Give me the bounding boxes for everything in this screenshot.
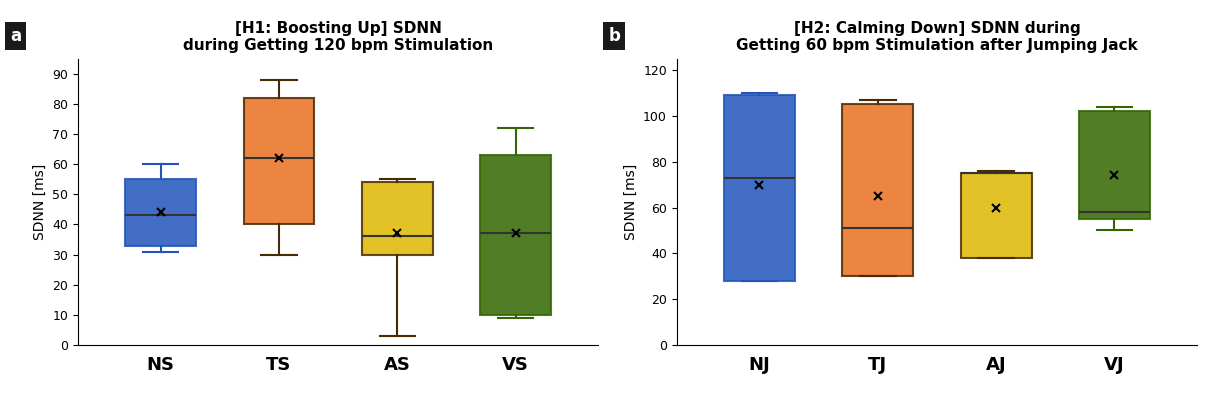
Title: [H2: Calming Down] SDNN during
Getting 60 bpm Stimulation after Jumping Jack: [H2: Calming Down] SDNN during Getting 6… <box>736 21 1138 53</box>
PathPatch shape <box>1079 111 1150 219</box>
PathPatch shape <box>843 104 914 276</box>
PathPatch shape <box>723 95 795 281</box>
PathPatch shape <box>125 179 196 246</box>
PathPatch shape <box>362 182 432 255</box>
PathPatch shape <box>480 155 551 315</box>
PathPatch shape <box>961 173 1032 258</box>
Text: a: a <box>10 26 21 45</box>
Text: b: b <box>608 26 620 45</box>
Y-axis label: SDNN [ms]: SDNN [ms] <box>33 164 46 240</box>
PathPatch shape <box>244 98 314 224</box>
Title: [H1: Boosting Up] SDNN
during Getting 120 bpm Stimulation: [H1: Boosting Up] SDNN during Getting 12… <box>183 21 493 53</box>
Y-axis label: SDNN [ms]: SDNN [ms] <box>624 164 637 240</box>
